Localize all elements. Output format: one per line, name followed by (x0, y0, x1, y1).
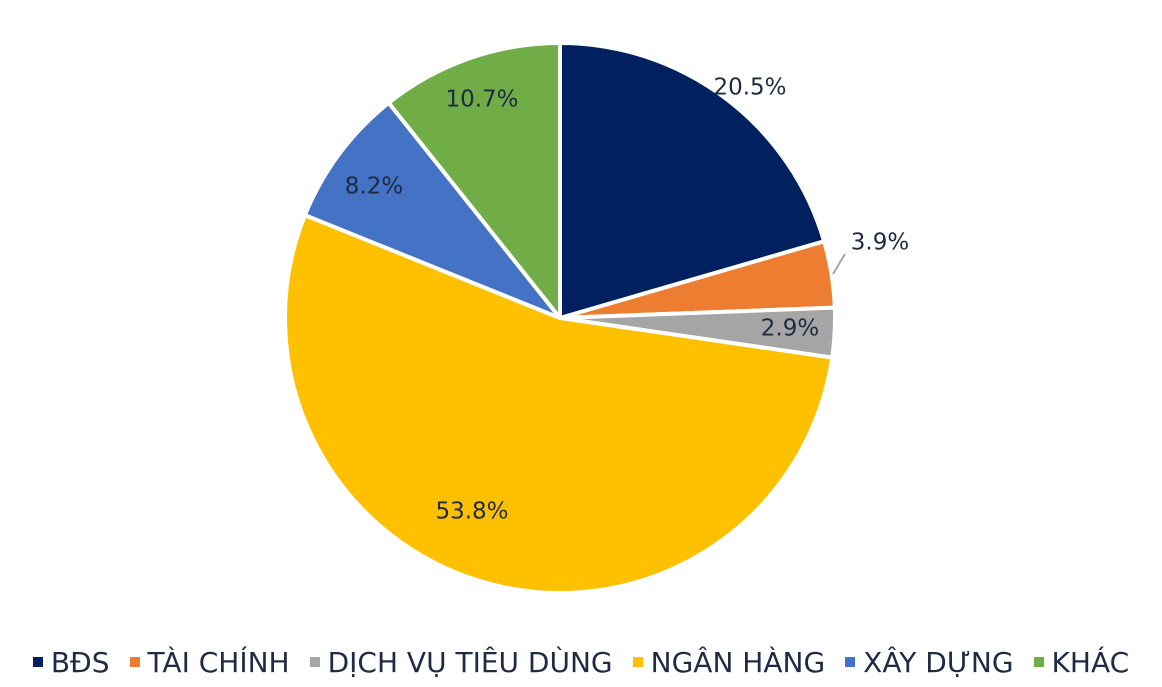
pie-slice-0 (558, 41, 827, 320)
legend-label: NGÂN HÀNG (650, 645, 826, 679)
slice-value-label-4: 8.2% (345, 174, 403, 200)
slice-value-label-1: 3.9% (851, 230, 909, 256)
legend-label: BĐS (50, 645, 110, 679)
legend-label: DỊCH VỤ TIÊU DÙNG (327, 645, 613, 679)
legend-swatch (845, 657, 856, 667)
slice-value-label-5: 10.7% (445, 87, 518, 113)
legend-item-4: XÂY DỰNG (845, 645, 1014, 679)
leader-line (832, 253, 846, 275)
legend-label: XÂY DỰNG (863, 645, 1014, 679)
slice-value-label-0: 20.5% (713, 75, 786, 101)
pie-slice-5 (386, 41, 562, 320)
legend-item-5: KHÁC (1033, 645, 1130, 679)
legend-label: KHÁC (1051, 645, 1130, 679)
legend-item-2: DỊCH VỤ TIÊU DÙNG (309, 645, 613, 679)
chart-legend: BĐS TÀI CHÍNH DỊCH VỤ TIÊU DÙNG NGÂN HÀNG XÂ… (0, 640, 1162, 684)
legend-label: TÀI CHÍNH (147, 645, 290, 679)
slice-value-label-2: 2.9% (761, 316, 819, 342)
legend-swatch (632, 657, 643, 667)
legend-item-0: BĐS (32, 645, 110, 679)
pie-slice-3 (283, 213, 835, 595)
pie-slice-4 (302, 100, 562, 320)
legend-swatch (309, 657, 320, 667)
legend-swatch (32, 657, 43, 667)
legend-swatch (1033, 657, 1044, 667)
legend-item-1: TÀI CHÍNH (129, 645, 290, 679)
slice-value-label-3: 53.8% (435, 499, 508, 525)
legend-item-3: NGÂN HÀNG (632, 645, 826, 679)
legend-swatch (129, 657, 140, 667)
